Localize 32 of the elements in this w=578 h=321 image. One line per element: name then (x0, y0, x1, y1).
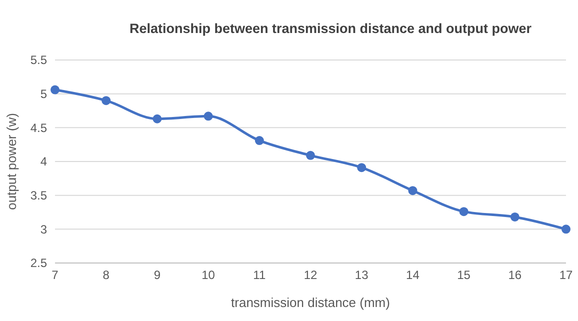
x-tick-label: 10 (202, 268, 216, 282)
point (408, 186, 418, 196)
y-tick-label: 5.5 (30, 53, 48, 68)
point (306, 150, 315, 160)
x-tick-label: 9 (154, 268, 161, 282)
y-tick-label: 3 (40, 222, 48, 236)
point (459, 207, 468, 216)
y-tick-label: 5 (40, 87, 48, 102)
point (102, 96, 111, 106)
x-tick-label: 12 (304, 268, 318, 282)
chart-title: Relationship between transmission distance and output power (129, 21, 532, 36)
x-tick-label: 17 (559, 268, 573, 282)
point (510, 212, 520, 222)
x-tick-label: 16 (508, 268, 522, 282)
y-axis-title: output power (w) (4, 113, 19, 210)
x-tick-label: 14 (406, 268, 420, 282)
y-tick-label: 4 (40, 154, 48, 169)
x-tick-label: 7 (52, 268, 59, 282)
point (152, 114, 162, 124)
x-tick-label: 11 (253, 268, 266, 282)
x-tick-label: 13 (354, 268, 369, 282)
point (204, 112, 213, 121)
y-tick-label: 3.5 (30, 188, 48, 203)
y-tick-label: 4.5 (30, 120, 48, 135)
point (562, 224, 570, 234)
point (254, 136, 264, 146)
point (50, 85, 60, 94)
x-tick-label: 8 (102, 268, 110, 282)
point (357, 163, 366, 172)
y-tick-label: 2.5 (30, 256, 48, 270)
x-axis-title: transmission distance (mm) (231, 295, 390, 310)
x-tick-label: 15 (457, 268, 471, 282)
